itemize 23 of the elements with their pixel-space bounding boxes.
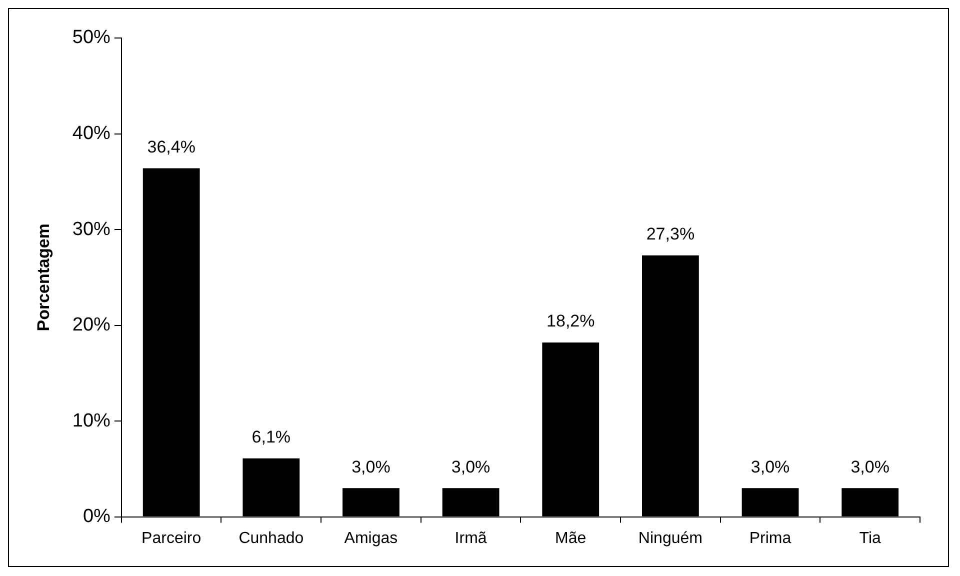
y-tick-label: 40% (72, 122, 111, 144)
data-label: 3,0% (451, 457, 490, 476)
data-label: 6,1% (252, 428, 291, 447)
y-tick-label: 0% (82, 506, 111, 528)
x-tick-label: Mãe (555, 530, 586, 547)
data-label: 36,4% (147, 137, 196, 156)
x-tick-label: Cunhado (238, 530, 304, 547)
y-axis-title: Porcentagem (34, 224, 53, 332)
data-label: 18,2% (546, 312, 595, 331)
x-tick-label: Irmã (454, 530, 487, 547)
x-tick-label: Ninguém (638, 530, 702, 547)
x-tick-label: Tia (859, 530, 882, 547)
y-tick-label: 50% (72, 27, 111, 48)
data-label: 27,3% (646, 224, 695, 244)
y-tick-label: 30% (72, 218, 111, 240)
y-tick-label: 10% (72, 410, 111, 432)
data-label: 3,0% (850, 457, 890, 476)
y-tick-label: 20% (72, 314, 111, 336)
x-tick-label: Prima (749, 530, 792, 547)
x-tick-label: Amigas (344, 530, 398, 547)
x-tick-label: Parceiro (142, 530, 202, 547)
data-label: 3,0% (352, 457, 390, 476)
data-label: 3,0% (750, 457, 790, 476)
